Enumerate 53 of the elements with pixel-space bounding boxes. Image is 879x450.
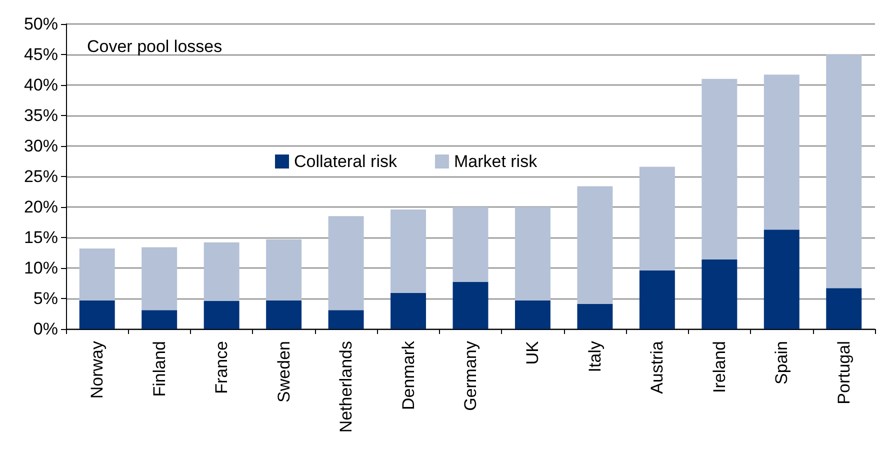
bar: [764, 230, 800, 329]
x-tick-label: Spain: [772, 341, 792, 384]
bar: [79, 300, 115, 329]
y-tick-label: 5%: [33, 289, 58, 308]
bar: [639, 270, 675, 329]
y-tick-label: 30%: [24, 136, 58, 156]
y-tick-label: 40%: [24, 76, 58, 94]
x-tick-label: Denmark: [398, 340, 418, 410]
bar: [390, 293, 426, 329]
bar: [79, 248, 115, 300]
y-tick-label: 10%: [24, 258, 58, 278]
x-tick-label: Austria: [648, 340, 667, 394]
bar: [764, 74, 800, 230]
text: Cover pool losses: [87, 37, 222, 56]
legend-label: Market risk: [454, 152, 538, 171]
bar: [204, 300, 240, 329]
bar: [514, 300, 550, 329]
bar: [639, 166, 675, 270]
bar: [702, 259, 738, 329]
bar: [452, 207, 488, 282]
bar: [328, 310, 364, 329]
x-tick-label: Finland: [150, 341, 169, 397]
bar: [452, 282, 488, 329]
bar: [577, 186, 613, 304]
y-tick-label: 35%: [24, 106, 58, 125]
bar: [514, 207, 550, 300]
bar: [142, 247, 178, 310]
x-tick-label: Portugal: [834, 341, 854, 404]
y-tick-label: 25%: [24, 167, 58, 186]
bar: [702, 78, 738, 260]
x-tick-label: Sweden: [274, 341, 294, 402]
x-tick-label: Netherlands: [336, 341, 356, 433]
x-tick-label: Ireland: [710, 341, 729, 393]
bar: [266, 300, 302, 329]
bar: [826, 288, 862, 329]
bar: [142, 310, 178, 329]
bar: [328, 216, 364, 310]
x-tick-label: Italy: [585, 340, 604, 372]
bar: [577, 304, 613, 329]
y-tick-label: 45%: [24, 45, 58, 64]
bar: [266, 239, 302, 300]
x-tick-label: Germany: [461, 340, 480, 411]
bar: [826, 54, 862, 288]
bar: [204, 242, 240, 301]
y-tick-label: 50%: [24, 14, 58, 34]
x-tick-label: UK: [523, 340, 542, 365]
x-tick-label: Norway: [88, 340, 107, 399]
y-tick-label: 20%: [24, 198, 58, 216]
y-tick-label: 15%: [24, 228, 58, 247]
bar: [390, 209, 426, 294]
legend-label: Collateral risk: [294, 152, 398, 171]
x-tick-label: France: [212, 341, 232, 394]
y-tick-label: 0%: [33, 320, 58, 338]
